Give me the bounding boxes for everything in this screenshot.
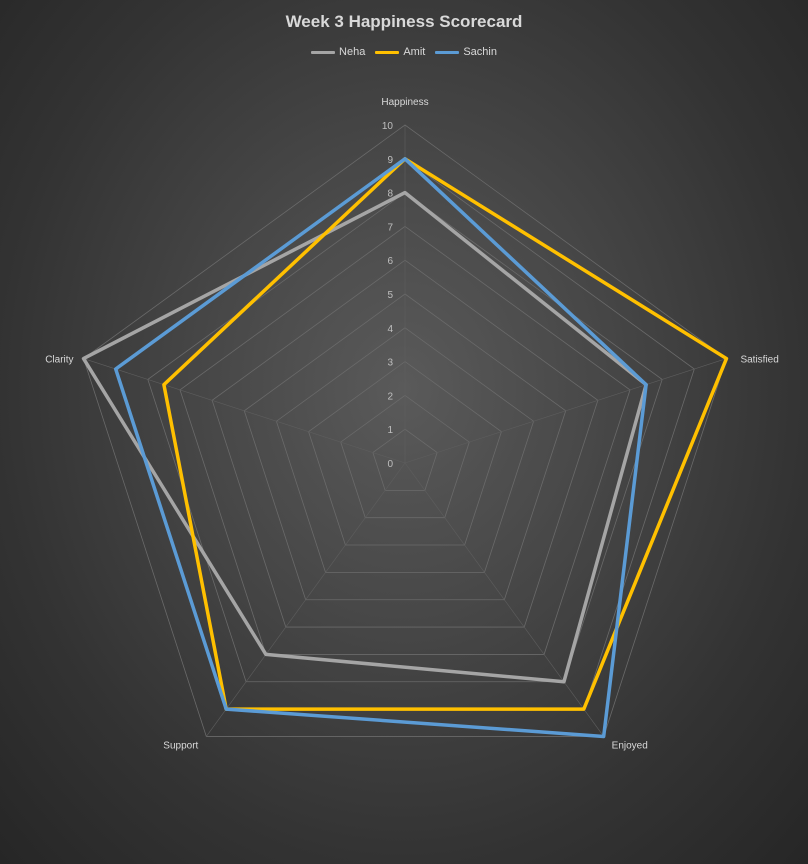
tick-label: 8 — [387, 189, 393, 200]
category-label-support: Support — [163, 740, 198, 751]
category-label-clarity: Clarity — [45, 355, 73, 366]
series-amit[interactable] — [162, 157, 729, 711]
series-sachin[interactable] — [113, 157, 648, 739]
tick-label: 4 — [387, 324, 393, 335]
legend-swatch-sachin — [435, 50, 460, 54]
grid-spoke-1 — [404, 358, 727, 464]
tick-label: 0 — [387, 459, 393, 470]
grid-ring-6 — [211, 259, 599, 628]
grid-spoke-3 — [206, 462, 406, 737]
series-neha[interactable] — [81, 190, 648, 684]
tick-label: 3 — [387, 358, 393, 369]
chart-title: Week 3 Happiness Scorecard — [285, 12, 523, 31]
grid-ring-10 — [83, 124, 727, 737]
legend-swatch-amit — [375, 50, 400, 54]
tick-label: 2 — [387, 391, 393, 402]
tick-label: 7 — [387, 222, 393, 233]
radar-grid — [83, 124, 727, 737]
tick-label: 10 — [382, 121, 394, 132]
tick-label: 9 — [387, 155, 393, 166]
tick-label: 5 — [387, 290, 393, 301]
grid-ring-4 — [275, 327, 535, 573]
legend-item-neha[interactable]: Neha — [311, 46, 365, 58]
legend-label-amit: Amit — [403, 46, 426, 58]
grid-spoke-2 — [404, 462, 604, 737]
tick-label: 1 — [387, 425, 393, 436]
chart-legend: Neha Amit Sachin — [0, 46, 808, 58]
grid-ring-7 — [179, 225, 631, 655]
legend-label-sachin: Sachin — [463, 46, 497, 58]
grid-ring-1 — [372, 428, 438, 491]
legend-swatch-neha — [311, 50, 336, 54]
category-label-satisfied: Satisfied — [740, 355, 778, 366]
legend-item-amit[interactable]: Amit — [375, 46, 425, 58]
legend-item-sachin[interactable]: Sachin — [435, 46, 497, 58]
grid-ring-3 — [308, 361, 502, 546]
category-label-happiness: Happiness — [381, 97, 428, 108]
legend-label-neha: Neha — [339, 46, 366, 58]
radar-tick-labels: 0 1 2 3 4 5 6 7 8 9 10 — [382, 121, 394, 470]
radar-series — [81, 157, 729, 739]
grid-ring-2 — [340, 394, 470, 519]
grid-ring-5 — [243, 293, 567, 601]
radar-category-labels: Happiness Satisfied Enjoyed Support Clarity — [45, 97, 779, 751]
category-label-enjoyed: Enjoyed — [612, 740, 648, 751]
tick-label: 6 — [387, 256, 393, 267]
grid-ring-8 — [147, 192, 663, 683]
grid-spoke-4 — [83, 358, 406, 464]
